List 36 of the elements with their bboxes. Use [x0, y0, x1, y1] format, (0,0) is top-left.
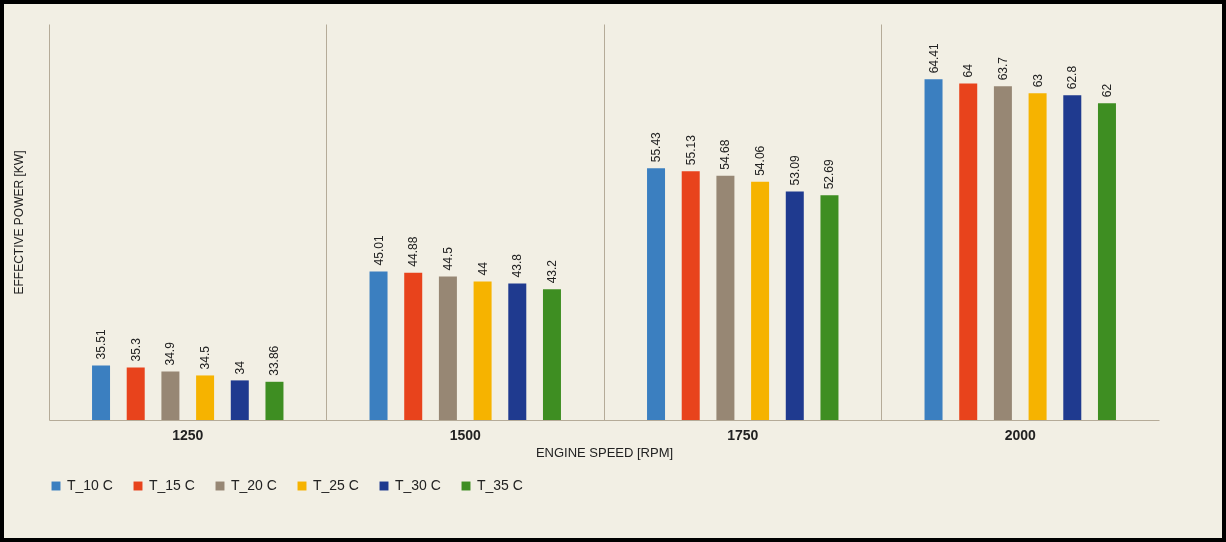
data-label: 62: [1099, 83, 1114, 98]
data-label: 34: [232, 360, 247, 375]
data-label: 44: [475, 261, 490, 276]
data-label: 53.09: [787, 155, 802, 186]
x-tick-label: 1750: [727, 426, 759, 443]
x-tick-label: 1500: [449, 426, 482, 443]
x-axis-title: ENGINE SPEED [RPM]: [535, 444, 674, 460]
x-tick-label: 2000: [1004, 426, 1037, 443]
data-label: 55.13: [683, 134, 698, 166]
data-label: 62.8: [1065, 65, 1080, 90]
data-label: 33.86: [267, 345, 282, 376]
data-label: 63: [1030, 73, 1045, 88]
data-label: 45.01: [371, 235, 386, 266]
data-label: 54.06: [753, 145, 768, 176]
legend-label: T_25 C: [313, 477, 359, 493]
y-axis-title: EFFECTIVE POWER [KW]: [11, 150, 26, 295]
data-label: 43.8: [510, 253, 525, 278]
legend-label: T_30 C: [395, 477, 441, 493]
data-label: 55.43: [649, 131, 664, 163]
data-label: 52.69: [822, 159, 837, 190]
data-label: 54.68: [718, 139, 733, 170]
data-label: 64.41: [926, 42, 941, 74]
data-label: 63.7: [995, 56, 1010, 81]
data-label: 43.2: [544, 259, 559, 284]
data-label: 35.51: [94, 329, 109, 360]
data-label: 35.3: [128, 337, 143, 362]
legend-label: T_15 C: [149, 477, 195, 493]
data-label: 44.88: [406, 236, 421, 267]
data-label: 34.9: [163, 341, 178, 366]
data-label: 34.5: [198, 345, 213, 370]
legend-label: T_20 C: [231, 477, 277, 493]
data-label: 44.5: [440, 246, 455, 271]
legend-label: T_35 C: [477, 477, 523, 493]
x-tick-label: 1250: [172, 426, 204, 443]
legend-label: T_10 C: [67, 477, 113, 493]
data-label: 64: [961, 63, 976, 78]
